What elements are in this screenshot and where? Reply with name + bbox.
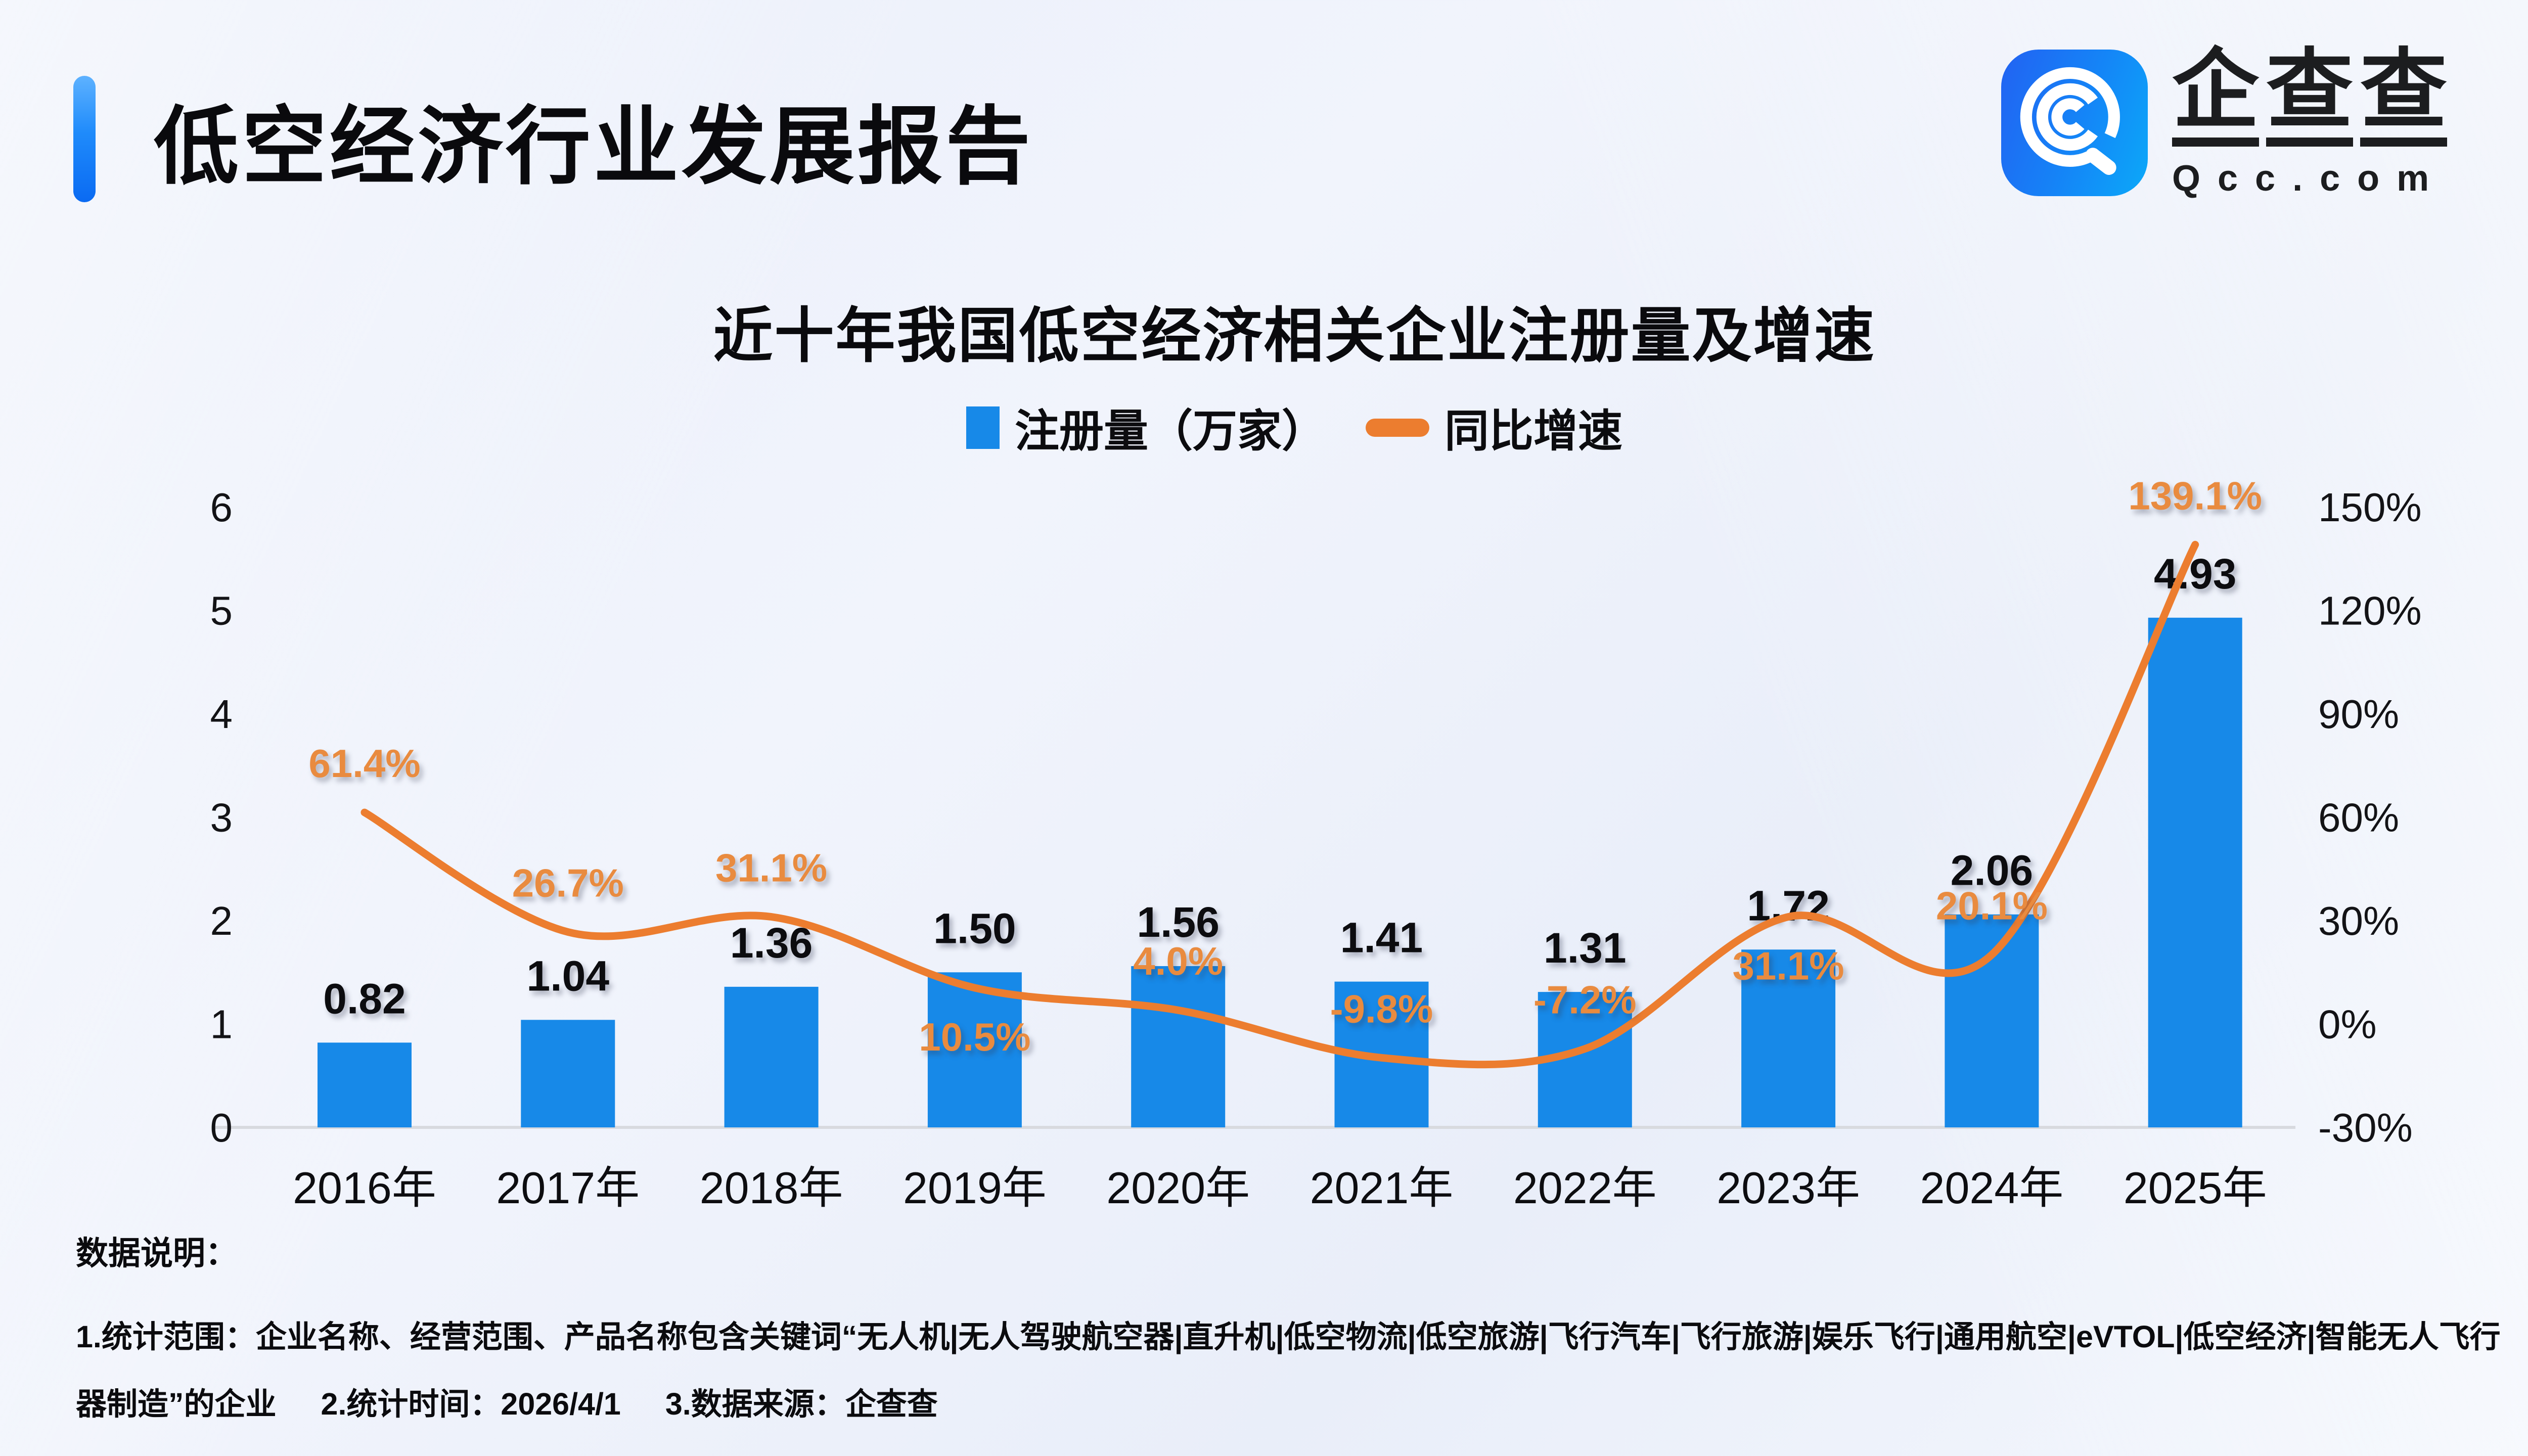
qcc-logo-icon <box>2001 50 2148 196</box>
right-axis-tick: 120% <box>2318 588 2422 633</box>
growth-value-label: 31.1% <box>1733 944 1844 988</box>
left-axis-tick: 6 <box>210 485 233 530</box>
bar-2020年 <box>1131 966 1226 1127</box>
left-axis-tick: 1 <box>210 1002 233 1047</box>
legend-item-registrations: 注册量（万家） <box>966 395 1326 460</box>
bar-2016年 <box>318 1042 412 1127</box>
legend-line-swatch <box>1366 418 1429 437</box>
x-axis-category: 2018年 <box>700 1163 843 1213</box>
header: 低空经济行业发展报告 <box>73 76 1033 202</box>
bar-value-label: 1.41 <box>1340 914 1423 962</box>
bar-value-label: 0.82 <box>323 975 406 1022</box>
right-axis-tick: 0% <box>2318 1002 2377 1047</box>
growth-value-label: -7.2% <box>1533 978 1637 1022</box>
page-title: 低空经济行业发展报告 <box>154 99 1033 194</box>
bar-value-label: 1.04 <box>527 952 610 999</box>
legend-item-growth: 同比增速 <box>1366 395 1622 460</box>
qcc-logo-name: 企查查 <box>2172 47 2447 147</box>
bar-value-label: 4.93 <box>2154 550 2237 598</box>
x-axis-category: 2022年 <box>1513 1163 1657 1213</box>
bar-2023年 <box>1741 949 1836 1127</box>
bar-2021年 <box>1334 981 1429 1127</box>
bar-value-label: 2.06 <box>1951 847 2034 894</box>
growth-value-label: 61.4% <box>308 741 420 786</box>
footnote-scope: 1.统计范围：企业名称、经营范围、产品名称包含关键词“无人机|无人驾驶航空器|直… <box>76 1320 2501 1421</box>
qcc-logo: 企查查 Qcc.com <box>2001 47 2447 199</box>
x-axis-category: 2021年 <box>1310 1163 1454 1213</box>
right-axis-tick: 90% <box>2318 692 2399 737</box>
x-axis-category: 2017年 <box>496 1163 640 1213</box>
right-axis-tick: 60% <box>2318 795 2399 840</box>
x-axis-category: 2019年 <box>903 1163 1047 1213</box>
bar-value-label: 1.72 <box>1747 882 1830 929</box>
bar-2018年 <box>724 986 819 1127</box>
right-axis-tick: 30% <box>2318 898 2399 943</box>
bar-value-label: 1.36 <box>730 919 813 967</box>
footnotes: 数据说明： 1.统计范围：企业名称、经营范围、产品名称包含关键词“无人机|无人驾… <box>76 1227 2528 1438</box>
bar-value-label: 1.50 <box>933 904 1016 952</box>
footnotes-heading: 数据说明： <box>76 1235 238 1271</box>
bar-2024年 <box>1945 914 2039 1127</box>
footnotes-body: 1.统计范围：企业名称、经营范围、产品名称包含关键词“无人机|无人驾驶航空器|直… <box>76 1303 2528 1438</box>
x-axis-category: 2023年 <box>1717 1163 1860 1213</box>
legend-line-label: 同比增速 <box>1444 406 1623 456</box>
right-axis-tick: 150% <box>2318 485 2422 530</box>
bar-2025年 <box>2148 617 2242 1127</box>
chart-legend: 注册量（万家） 同比增速 <box>0 395 2528 460</box>
growth-value-label: -9.8% <box>1330 986 1433 1031</box>
title-accent-bar <box>73 76 96 202</box>
growth-line <box>360 540 2199 1069</box>
bar-value-label: 1.31 <box>1544 924 1627 972</box>
growth-value-label: 20.1% <box>1936 883 2048 928</box>
x-axis-category: 2025年 <box>2124 1163 2267 1213</box>
x-axis-category: 2020年 <box>1106 1163 1250 1213</box>
left-axis-tick: 3 <box>210 795 233 840</box>
bar-2017年 <box>521 1020 615 1127</box>
x-axis-category: 2024年 <box>1920 1163 2064 1213</box>
growth-value-label: 4.0% <box>1133 939 1223 983</box>
footnote-date: 2.统计时间：2026/4/1 <box>321 1386 621 1421</box>
growth-value-label: 31.1% <box>715 846 827 890</box>
growth-value-label: 26.7% <box>512 860 624 905</box>
growth-value-label: 139.1% <box>2128 473 2262 518</box>
qcc-logo-text: 企查查 Qcc.com <box>2172 47 2447 199</box>
legend-bar-label: 注册量（万家） <box>1014 406 1326 456</box>
left-axis-tick: 0 <box>210 1105 233 1150</box>
left-axis-tick: 5 <box>210 588 233 633</box>
bar-2019年 <box>927 972 1022 1127</box>
footnote-source: 3.数据来源：企查查 <box>665 1386 938 1421</box>
bar-value-label: 1.56 <box>1137 898 1220 946</box>
growth-value-label: 10.5% <box>919 1015 1030 1059</box>
left-axis-tick: 2 <box>210 898 233 943</box>
chart-title: 近十年我国低空经济相关企业注册量及增速 <box>713 303 1876 370</box>
x-axis-category: 2016年 <box>293 1163 436 1213</box>
qcc-logo-domain: Qcc.com <box>2172 158 2447 199</box>
right-axis-tick: -30% <box>2318 1105 2413 1150</box>
legend-bar-swatch <box>966 406 1000 449</box>
bar-2022年 <box>1538 992 1632 1127</box>
left-axis-tick: 4 <box>210 692 233 737</box>
